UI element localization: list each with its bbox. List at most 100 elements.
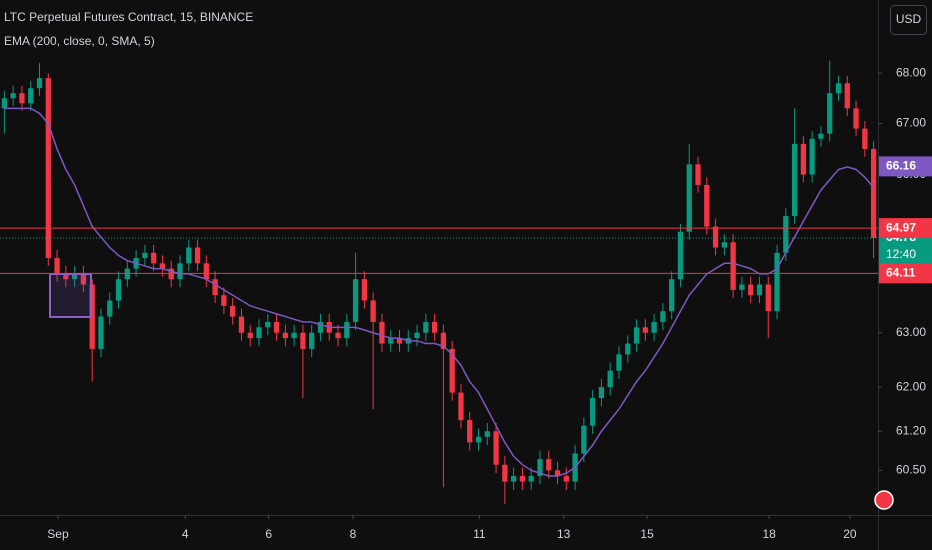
candle-body	[563, 475, 569, 482]
candle-body	[739, 284, 745, 290]
candle-body	[36, 78, 43, 89]
candle-body	[493, 431, 499, 465]
candle-body	[669, 279, 675, 312]
x-tick-label: 13	[557, 527, 571, 541]
candle-body	[783, 216, 789, 253]
candle-body	[186, 247, 192, 264]
candle-body	[124, 268, 130, 280]
candle-body	[159, 263, 166, 269]
horizontal-line-label: 64.97	[886, 220, 916, 234]
candle-body	[748, 284, 754, 296]
candle-body	[194, 247, 201, 264]
candle-body	[317, 321, 324, 333]
candle-body	[554, 470, 561, 476]
candle-body	[686, 164, 692, 232]
y-tick-label: 63.00	[896, 325, 926, 339]
candle-body	[379, 321, 385, 344]
currency-label[interactable]: USD	[896, 12, 922, 26]
candle-body	[291, 332, 297, 339]
x-tick-label: 8	[350, 527, 357, 541]
candle-body	[335, 332, 341, 339]
candle-body	[273, 321, 280, 333]
candle-body	[712, 226, 719, 248]
horizontal-line-label-box	[879, 218, 932, 239]
y-tick-label: 61.20	[896, 423, 926, 437]
candle-body	[862, 128, 868, 149]
rectangle-drawing	[49, 273, 92, 318]
x-tick-label: 4	[182, 527, 189, 541]
candle-body	[651, 321, 657, 333]
x-tick-label: 18	[762, 527, 776, 541]
currency-button[interactable]	[890, 5, 927, 35]
candle-body	[54, 258, 60, 274]
candle-body	[528, 475, 534, 482]
candle-body	[265, 321, 271, 328]
candle-body	[756, 284, 763, 296]
candle-body	[616, 354, 622, 371]
x-tick-label: 11	[473, 527, 486, 541]
chart-title: LTC Perpetual Futures Contract, 15, BINA…	[4, 10, 253, 24]
candle-body	[440, 332, 447, 349]
candle-body	[844, 83, 850, 109]
y-tick-label: 62.00	[896, 379, 926, 393]
candle-body	[431, 321, 438, 333]
candle-body	[238, 316, 245, 333]
candle-body	[423, 321, 429, 333]
calendar-icon[interactable]	[874, 490, 894, 510]
candle-body	[818, 133, 824, 139]
candle-body	[71, 273, 78, 280]
candle-body	[10, 93, 16, 99]
candle-body	[256, 327, 262, 339]
candle-body	[142, 252, 148, 259]
candle-body	[300, 332, 306, 349]
candle-body	[598, 387, 605, 399]
candle-body	[28, 88, 34, 104]
candle-body	[230, 305, 236, 317]
indicator-label: EMA (200, close, 0, SMA, 5)	[4, 34, 155, 48]
y-tick-label: 68.00	[896, 65, 926, 79]
candle-body	[677, 231, 684, 280]
candle-body	[45, 78, 51, 259]
ema-price-label: 66.16	[886, 159, 916, 173]
y-tick-label: 67.00	[896, 116, 926, 130]
candle-body	[590, 398, 596, 426]
candle-body	[721, 242, 727, 248]
candle-body	[449, 348, 455, 393]
candle-body	[203, 263, 209, 280]
candle-body	[370, 300, 376, 322]
candle-body	[633, 327, 640, 344]
x-tick-label: 6	[265, 527, 272, 541]
candle-body	[63, 273, 69, 280]
candle-body	[1, 98, 8, 109]
candle-body	[151, 252, 157, 264]
candle-body	[870, 148, 877, 239]
candle-body	[221, 295, 227, 306]
candle-body	[212, 279, 218, 296]
x-tick-label: 20	[843, 527, 857, 541]
candle-body	[309, 332, 315, 349]
candle-body	[458, 392, 464, 421]
plot-area	[0, 60, 878, 505]
candle-body	[115, 279, 122, 301]
candle-body	[396, 338, 403, 344]
candle-body	[107, 300, 113, 317]
candle-body	[414, 332, 420, 339]
candle-body	[98, 316, 104, 349]
candle-body	[765, 284, 771, 312]
x-tick-label: 15	[640, 527, 654, 541]
candle-body	[625, 343, 631, 355]
candle-body	[581, 425, 587, 454]
candle-body	[247, 332, 253, 339]
candle-body	[827, 93, 833, 134]
candle-body	[89, 284, 95, 349]
candle-body	[546, 459, 552, 471]
candle-body	[695, 164, 701, 185]
candle-body	[502, 464, 508, 482]
countdown-label: 12:40	[886, 247, 916, 261]
candle-body	[519, 475, 526, 482]
candle-body	[809, 138, 815, 175]
candle-body	[730, 242, 736, 290]
candle-body	[467, 420, 473, 443]
